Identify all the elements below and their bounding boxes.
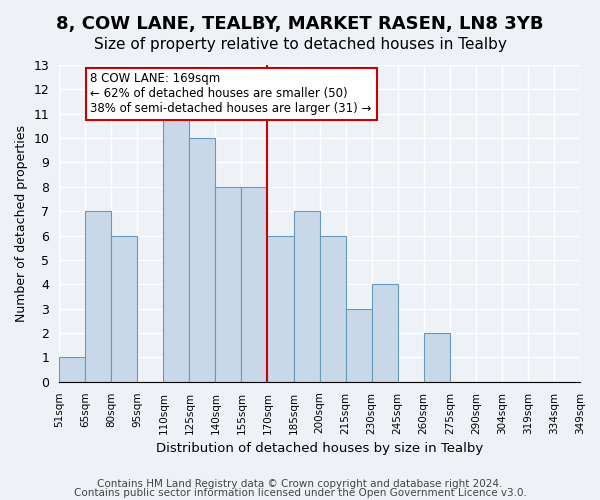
Bar [268,236,293,382]
X-axis label: Distribution of detached houses by size in Tealby: Distribution of detached houses by size … [156,442,483,455]
Bar [111,236,137,382]
Bar [241,187,268,382]
Bar [293,211,320,382]
Text: Size of property relative to detached houses in Tealby: Size of property relative to detached ho… [94,38,506,52]
Text: Contains public sector information licensed under the Open Government Licence v3: Contains public sector information licen… [74,488,526,498]
Bar [85,211,111,382]
Bar [215,187,241,382]
Bar [320,236,346,382]
Bar [371,284,398,382]
Text: 8 COW LANE: 169sqm
← 62% of detached houses are smaller (50)
38% of semi-detache: 8 COW LANE: 169sqm ← 62% of detached hou… [91,72,372,116]
Bar [424,333,450,382]
Y-axis label: Number of detached properties: Number of detached properties [15,125,28,322]
Text: Contains HM Land Registry data © Crown copyright and database right 2024.: Contains HM Land Registry data © Crown c… [97,479,503,489]
Text: 8, COW LANE, TEALBY, MARKET RASEN, LN8 3YB: 8, COW LANE, TEALBY, MARKET RASEN, LN8 3… [56,15,544,33]
Bar [163,114,190,382]
Bar [59,358,85,382]
Bar [190,138,215,382]
Bar [346,308,371,382]
